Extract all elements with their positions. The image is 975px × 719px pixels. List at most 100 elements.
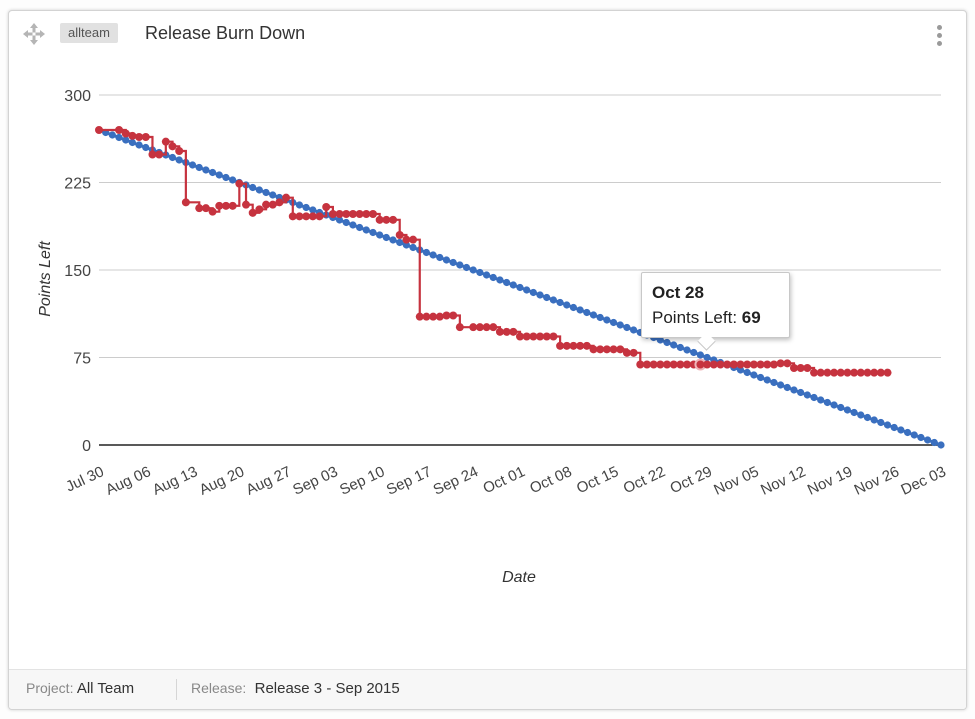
ideal-point	[877, 418, 885, 427]
actual-point	[308, 212, 317, 221]
x-tick-label: Aug 13	[150, 463, 200, 499]
widget-footer: Project: All Team Release: Release 3 - S…	[9, 669, 966, 709]
actual-point	[656, 360, 665, 369]
ideal-point	[803, 391, 811, 399]
actual-point	[810, 368, 819, 377]
ideal-point	[476, 268, 484, 277]
ideal-point	[249, 183, 257, 192]
ideal-point	[469, 266, 477, 274]
ideal-point	[215, 171, 223, 179]
actual-point	[449, 311, 458, 320]
ideal-point	[122, 136, 130, 144]
ideal-point	[295, 201, 304, 209]
actual-point	[856, 368, 865, 377]
ideal-point	[302, 203, 310, 212]
actual-point	[569, 341, 578, 350]
actual-point	[282, 193, 291, 202]
x-tick-label: Sep 24	[431, 463, 481, 499]
actual-point	[783, 359, 792, 368]
actual-point	[442, 311, 451, 320]
actual-point	[175, 147, 184, 155]
x-tick-label: Oct 15	[574, 463, 621, 497]
actual-point	[636, 360, 645, 369]
actual-point	[348, 210, 357, 218]
ideal-point	[630, 326, 638, 334]
ideal-point	[616, 321, 624, 329]
ideal-point	[663, 338, 671, 347]
x-tick-label: Nov 26	[852, 463, 902, 498]
actual-point	[723, 360, 732, 369]
ideal-point	[863, 413, 872, 422]
ideal-point	[924, 436, 932, 444]
actual-point	[215, 201, 224, 210]
y-tick-label: 225	[64, 176, 91, 193]
actual-point	[315, 212, 324, 221]
actual-point	[389, 215, 398, 224]
y-axis-label: Points Left	[37, 241, 54, 317]
ideal-point	[108, 131, 116, 139]
ideal-point	[362, 226, 370, 234]
ideal-point	[837, 403, 845, 412]
ideal-point	[897, 426, 905, 434]
move-icon[interactable]	[23, 23, 45, 45]
burndown-widget: allteam Release Burn Down 0 75 150 225 300 J…	[8, 10, 967, 710]
x-tick-label: Dec 03	[898, 463, 948, 498]
actual-point	[669, 360, 678, 369]
ideal-point	[229, 176, 237, 184]
actual-point	[743, 360, 752, 369]
actual-point	[288, 212, 297, 221]
actual-point	[549, 332, 558, 341]
actual-point	[402, 235, 411, 244]
x-tick-label: Oct 29	[668, 463, 715, 497]
actual-point	[115, 126, 124, 134]
y-tick-label: 150	[64, 263, 91, 280]
ideal-point	[736, 366, 745, 374]
y-tick-label: 0	[82, 438, 91, 455]
ideal-point	[349, 221, 357, 229]
actual-point	[609, 345, 618, 354]
actual-point	[242, 200, 251, 209]
tooltip-series-label: Points Left:	[652, 308, 738, 327]
actual-point	[663, 360, 672, 369]
ideal-point	[335, 216, 344, 224]
actual-point	[830, 368, 839, 377]
actual-point	[422, 312, 431, 321]
actual-point	[616, 345, 625, 354]
x-tick-label: Aug 20	[197, 463, 247, 499]
widget-title: Release Burn Down	[145, 23, 306, 43]
ideal-point	[462, 263, 471, 272]
ideal-point	[810, 393, 818, 402]
actual-point	[228, 201, 237, 210]
ideal-point	[389, 236, 397, 244]
ideal-point	[790, 386, 798, 394]
ideal-point	[589, 311, 598, 319]
actual-point	[255, 205, 264, 214]
ideal-point	[656, 336, 664, 344]
ideal-point	[670, 341, 678, 349]
ideal-point	[482, 271, 491, 279]
actual-point	[622, 348, 631, 357]
actual-point	[756, 360, 765, 369]
ideal-point	[523, 286, 531, 294]
actual-point	[135, 133, 144, 141]
actual-point	[769, 360, 778, 369]
actual-point	[208, 207, 217, 216]
ideal-point	[823, 398, 831, 407]
ideal-point	[342, 218, 350, 227]
x-tick-label: Nov 19	[805, 463, 855, 498]
ideal-point	[763, 376, 771, 384]
ideal-point	[857, 411, 865, 419]
more-options-icon[interactable]	[934, 25, 944, 51]
x-tick-label: Sep 03	[290, 463, 340, 499]
actual-point	[763, 360, 772, 369]
ideal-point	[596, 313, 604, 322]
actual-point	[155, 150, 164, 159]
ideal-point	[690, 348, 698, 357]
actual-point	[489, 323, 498, 332]
actual-point	[375, 215, 384, 224]
ideal-point	[269, 191, 277, 199]
ideal-point	[703, 353, 711, 362]
actual-point	[322, 203, 331, 211]
x-axis-label: Date	[502, 569, 536, 586]
